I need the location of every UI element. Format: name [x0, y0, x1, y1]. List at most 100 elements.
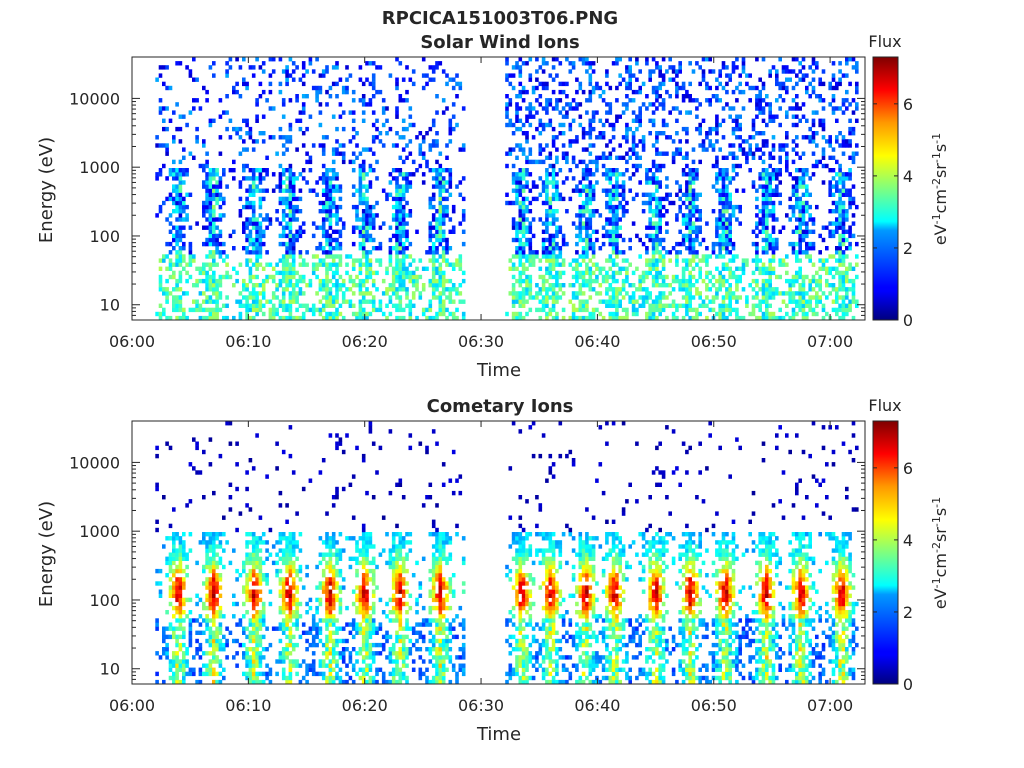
spectrogram-cell	[358, 291, 363, 296]
spectrogram-cell	[688, 307, 692, 313]
spectrogram-cell	[188, 246, 193, 251]
spectrogram-cell	[208, 262, 213, 267]
spectrogram-cell	[222, 168, 226, 173]
spectrogram-cell	[765, 213, 769, 218]
spectrogram-cell	[648, 221, 652, 226]
spectrogram-cell	[238, 291, 243, 296]
spectrogram-cell	[331, 270, 336, 276]
spectrogram-cell	[688, 61, 692, 66]
spectrogram-cell	[845, 303, 849, 308]
spectrogram-cell	[731, 307, 736, 313]
spectrogram-cell	[721, 155, 726, 160]
spectrogram-cell	[351, 118, 356, 123]
spectrogram-cell	[288, 57, 293, 62]
spectrogram-cell	[205, 184, 209, 189]
spectrogram-cell	[335, 213, 339, 218]
spectrogram-cell	[265, 98, 269, 103]
spectrogram-cell	[831, 192, 836, 197]
spectrogram-cell	[768, 106, 772, 111]
spectrogram-cell	[658, 209, 662, 214]
spectrogram-cell	[798, 303, 802, 308]
spectrogram-cell	[325, 266, 329, 271]
y-tick-label: 10	[100, 296, 120, 315]
spectrogram-cell	[638, 155, 642, 160]
spectrogram-cell	[248, 176, 253, 181]
spectrogram-cell	[295, 98, 299, 103]
spectrogram-cell	[848, 241, 852, 247]
spectrogram-cell	[415, 266, 419, 271]
spectrogram-cell	[445, 258, 449, 263]
spectrogram-cell	[435, 217, 439, 222]
spectrogram-cell	[388, 172, 393, 177]
spectrogram-cell	[511, 65, 516, 70]
spectrogram-cell	[648, 102, 652, 107]
spectrogram-cell	[805, 303, 809, 308]
spectrogram-cell	[791, 209, 796, 214]
spectrogram-cell	[358, 233, 363, 239]
spectrogram-cell	[708, 299, 712, 304]
spectrogram-cell	[341, 299, 346, 304]
spectrogram-cell	[155, 143, 159, 148]
spectrogram-cell	[271, 188, 276, 193]
spectrogram-cell	[155, 519, 159, 524]
spectrogram-cell	[585, 98, 589, 103]
spectrogram-cell	[165, 85, 169, 91]
spectrogram-cell	[785, 89, 789, 95]
spectrogram-cell	[395, 295, 399, 300]
spectrogram-cell	[218, 180, 223, 185]
spectrogram-cell	[631, 110, 636, 115]
spectrogram-cell	[685, 217, 689, 222]
spectrogram-cell	[705, 270, 709, 276]
spectrogram-cell	[215, 188, 219, 193]
spectrogram-cell	[611, 258, 616, 263]
spectrogram-cell	[275, 295, 279, 300]
spectrogram-cell	[691, 69, 696, 74]
spectrogram-cell	[628, 283, 632, 288]
spectrogram-cell	[685, 139, 689, 144]
spectrogram-cell	[535, 57, 539, 62]
spectrogram-cell	[405, 233, 409, 239]
spectrogram-cell	[551, 196, 556, 202]
spectrogram-cell	[225, 315, 229, 320]
spectrogram-cell	[851, 278, 856, 284]
spectrogram-cell	[605, 299, 609, 304]
spectrogram-cell	[715, 291, 719, 296]
spectrogram-cell	[658, 213, 662, 218]
spectrogram-cell	[678, 287, 682, 292]
spectrogram-cell	[528, 110, 533, 115]
spectrogram-cell	[845, 188, 849, 193]
spectrogram-cell	[588, 295, 593, 300]
spectrogram-cell	[435, 295, 439, 300]
spectrogram-cell	[175, 258, 179, 263]
spectrogram-cell	[245, 217, 249, 222]
spectrogram-cell	[222, 250, 226, 255]
spectrogram-cell	[538, 122, 543, 128]
spectrogram-cell	[838, 81, 842, 87]
spectrogram-cell	[261, 303, 266, 308]
spectrogram-cell	[555, 295, 559, 300]
spectrogram-cell	[671, 200, 676, 206]
spectrogram-cell	[521, 61, 526, 66]
spectrogram-cell	[838, 77, 842, 82]
spectrogram-cell	[235, 299, 239, 304]
spectrogram-cell	[301, 81, 306, 87]
spectrogram-cell	[738, 81, 742, 87]
spectrogram-cell	[701, 237, 706, 243]
spectrogram-cell	[785, 143, 789, 148]
spectrogram-cell	[745, 303, 749, 308]
spectrogram-cell	[818, 94, 822, 99]
spectrogram-cell	[655, 229, 659, 234]
spectrogram-cell	[668, 135, 672, 140]
spectrogram-cell	[628, 77, 632, 82]
spectrogram-cell	[741, 69, 746, 74]
spectrogram-cell	[765, 139, 769, 144]
spectrogram-cell	[698, 65, 702, 70]
spectrogram-cell	[608, 315, 613, 320]
spectrogram-cell	[578, 221, 583, 226]
spectrogram-cell	[565, 81, 569, 87]
spectrogram-cell	[295, 270, 299, 276]
spectrogram-cell	[718, 225, 722, 230]
spectrogram-cell	[608, 254, 613, 259]
spectrogram-cell	[835, 311, 839, 317]
spectrogram-cell	[808, 229, 812, 234]
